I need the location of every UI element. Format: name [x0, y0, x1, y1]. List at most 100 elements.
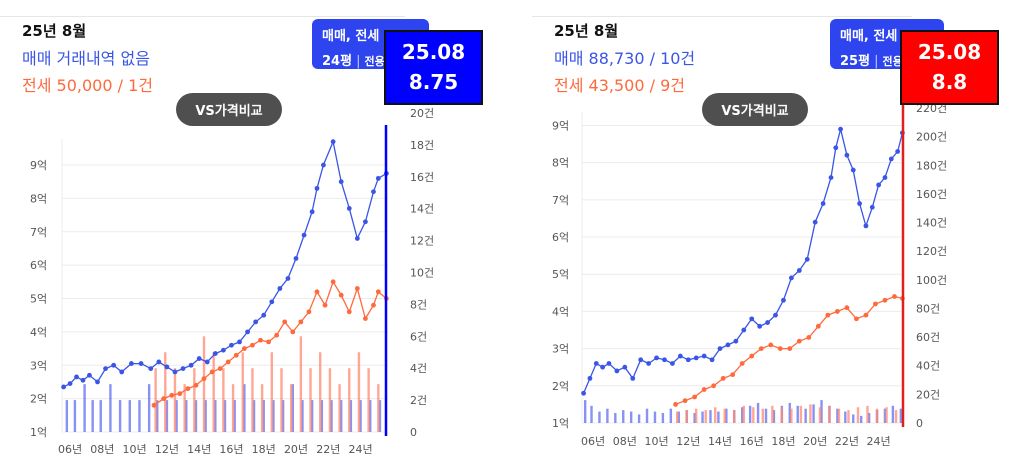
volume-bar: [859, 415, 863, 423]
trade-point: [67, 381, 73, 387]
trade-point: [701, 353, 707, 359]
jeonse-point: [692, 394, 698, 400]
y2-tick-label: 2건: [410, 394, 427, 407]
trade-point: [638, 357, 644, 363]
volume-bar: [799, 405, 803, 423]
right-panel: 25년 8월 매매 88,730 / 10건 전세 43,500 / 9건 1억…: [532, 0, 1036, 470]
jeonse-point: [375, 289, 381, 295]
size-value: 24평: [322, 54, 353, 69]
volume-bar: [73, 400, 77, 432]
size-separator: |: [874, 54, 879, 69]
volume-bar: [717, 411, 720, 423]
y-tick-label: 5억: [30, 293, 47, 306]
x-tick-label: 18년: [771, 435, 795, 448]
trade-point: [375, 175, 381, 181]
volume-bar: [844, 411, 847, 423]
y2-tick-label: 10건: [410, 267, 434, 280]
volume-bar: [637, 414, 641, 423]
y2-tick-label: 220건: [916, 102, 947, 115]
y2-tick-label: 20건: [410, 107, 434, 120]
trade-point: [796, 268, 802, 273]
volume-bar: [704, 410, 707, 423]
x-tick-label: 20년: [803, 435, 827, 448]
x-tick-label: 08년: [90, 443, 114, 456]
volume-bar: [818, 407, 822, 423]
trade-point: [80, 377, 86, 383]
x-tick-label: 10년: [644, 435, 668, 448]
trade-point: [741, 327, 747, 333]
area-type-label: 전용: [364, 55, 385, 68]
size-separator: |: [356, 54, 361, 69]
volume-bar: [99, 400, 102, 432]
y2-tick-label: 4건: [410, 362, 427, 375]
trade-point: [749, 316, 755, 322]
trade-point: [220, 347, 226, 353]
volume-bar: [299, 336, 303, 432]
volume-bar: [661, 412, 665, 423]
volume-bar: [173, 368, 177, 432]
trade-point: [844, 152, 850, 158]
volume-bar: [154, 368, 157, 432]
volume-bar: [752, 407, 755, 423]
volume-bar: [828, 405, 831, 423]
jeonse-point: [346, 309, 352, 315]
volume-bar: [243, 384, 246, 432]
trade-point: [95, 379, 100, 385]
volume-bar: [251, 368, 254, 432]
volume-bar: [856, 407, 860, 423]
vs-compare-button[interactable]: VS가격비교: [702, 93, 808, 126]
price-chart[interactable]: 1억 2억 3억 4억 5억 6억 7억 8억 9억 0 2건 4건 6건 8건 10건 12건 14건 16건 1…: [0, 0, 500, 470]
x-tick-label: 18년: [252, 443, 276, 456]
volume-bar: [669, 408, 673, 423]
jeonse-point: [250, 342, 255, 348]
jeonse-point: [169, 392, 175, 398]
jeonse-point: [882, 297, 888, 303]
x-tick-label: 16년: [740, 435, 764, 448]
jeonse-point: [290, 329, 296, 335]
volume-bar: [733, 410, 736, 423]
volume-bar: [590, 405, 593, 423]
volume-bar: [899, 408, 903, 423]
trade-point: [330, 139, 336, 145]
trade-point: [172, 369, 178, 375]
top-divider: [532, 16, 912, 17]
y-tick-label: 9억: [30, 159, 47, 172]
volume-bar: [598, 411, 601, 423]
trade-point: [600, 364, 606, 370]
volume-bar: [194, 400, 198, 432]
trade-point: [61, 384, 67, 390]
trade-point: [863, 223, 869, 229]
y2-tick-label: 160건: [916, 188, 947, 201]
y2-tick-label: 16건: [410, 171, 434, 184]
period-label: 25년 8월: [22, 22, 87, 40]
volume-bar: [820, 400, 823, 423]
volume-bar: [214, 400, 217, 432]
volume-bar: [330, 400, 333, 432]
trade-point: [693, 355, 699, 361]
jeonse-point: [739, 361, 745, 366]
vs-compare-button[interactable]: VS가격비교: [176, 93, 282, 126]
x-tick-label: 08년: [613, 435, 637, 448]
volume-bar: [156, 400, 159, 432]
y-tick-label: 7억: [552, 194, 569, 207]
price-chart[interactable]: 1억 2억 3억 4억 5억 6억 7억 8억 9억 0 20건 40건 60건 80건 100건 120건 1…: [532, 0, 1036, 470]
volume-bar: [348, 368, 351, 432]
trade-point: [314, 185, 320, 191]
volume-bar: [202, 336, 206, 432]
jeonse-point: [266, 339, 271, 345]
left-panel: 25년 8월 매매 거래내역 없음 전세 50,000 / 1건 1억 2억 3억 4…: [0, 0, 500, 470]
jeonse-point: [720, 375, 726, 381]
trade-point: [204, 359, 210, 365]
volume-bar: [367, 368, 370, 432]
x-tick-label: 22년: [316, 443, 340, 456]
trade-point: [111, 362, 117, 368]
volume-bar: [709, 410, 712, 423]
volume-bar: [742, 405, 745, 423]
volume-bar: [233, 400, 236, 432]
volume-bar: [606, 408, 609, 423]
volume-bar: [338, 384, 341, 432]
jeonse-point: [892, 294, 897, 299]
volume-bar: [359, 400, 362, 432]
x-tick-label: 22년: [835, 435, 859, 448]
y-tick-label: 2억: [552, 380, 569, 393]
